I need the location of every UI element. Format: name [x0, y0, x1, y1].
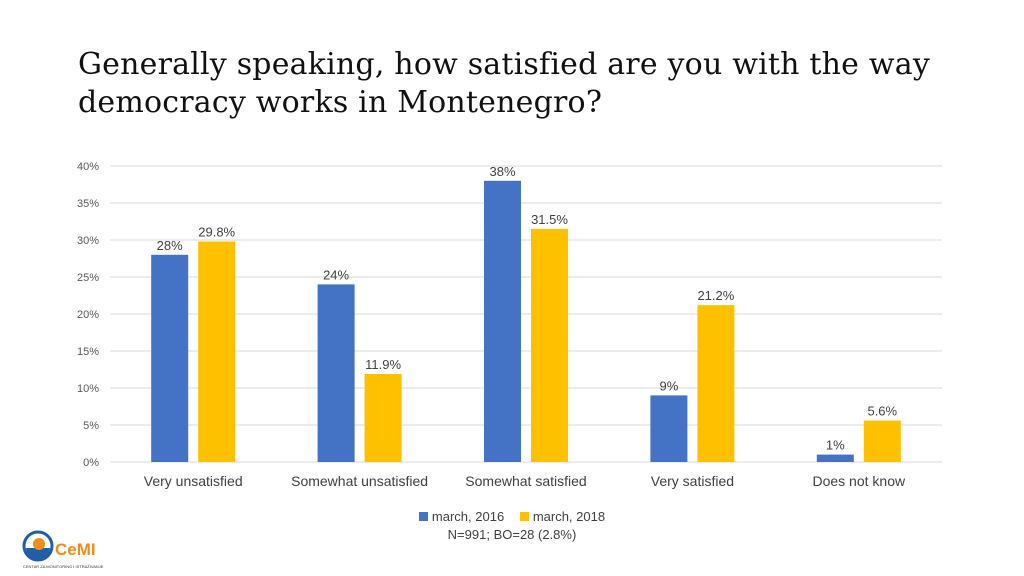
legend-label-2016: march, 2016 [431, 509, 505, 524]
bar-very-satisfied-2016 [650, 395, 688, 462]
cemi-logo-icon: CeMI CENTAR ZA MONITORING I ISTRAŽIVANJE [22, 530, 104, 569]
data-label: 31.5% [531, 212, 568, 227]
bar-somewhat-satisfied-2016 [484, 180, 521, 463]
legend-label-2018: march, 2018 [532, 509, 606, 524]
bar-chart: 0% 5% 10% 15% 20% 25% 30% 35% 40% 28% 29.8% 24% 11.… [77, 161, 942, 489]
x-category-label: Very satisfied [651, 473, 734, 489]
bar-does-not-know-2016 [816, 454, 854, 462]
data-label: 11.9% [365, 357, 401, 372]
x-category-label: Somewhat unsatisfied [291, 473, 428, 489]
bar-very-satisfied-2018 [697, 305, 735, 462]
y-tick-label: 15% [77, 346, 99, 358]
legend: march, 2016 march, 2018 [0, 509, 1024, 524]
sample-note: N=991; BO=28 (2.8%) [447, 527, 577, 542]
data-label: 9% [660, 378, 679, 393]
data-labels: 28% 29.8% 24% 11.9% 38% 31.5% 9% 21.2% 1% 5.6% [157, 164, 898, 453]
y-tick-label: 5% [83, 420, 99, 432]
y-tick-label: 40% [77, 161, 99, 173]
data-label: 5.6% [867, 404, 897, 419]
x-category-label: Somewhat satisfied [465, 473, 586, 489]
data-label: 38% [489, 164, 515, 179]
x-axis: Very unsatisfied Somewhat unsatisfied Some… [144, 473, 906, 489]
bar-somewhat-satisfied-2018 [531, 228, 568, 462]
y-tick-label: 10% [77, 383, 99, 395]
y-axis: 0% 5% 10% 15% 20% 25% 30% 35% 40% [77, 161, 99, 469]
y-tick-label: 30% [77, 235, 99, 247]
legend-swatch-2016 [418, 512, 428, 522]
legend-item-2018: march, 2018 [519, 509, 606, 524]
bar-somewhat-unsatisfied-2016 [317, 284, 355, 462]
bars [151, 180, 901, 463]
legend-item-2016: march, 2016 [418, 509, 505, 524]
data-label: 24% [323, 267, 349, 282]
gridlines [110, 165, 942, 463]
data-label: 21.2% [697, 288, 734, 303]
y-tick-label: 25% [77, 272, 99, 284]
bar-very-unsatisfied-2018 [198, 241, 236, 462]
logo-name: CeMI [55, 540, 96, 559]
bar-very-unsatisfied-2016 [151, 254, 189, 462]
y-tick-label: 0% [83, 457, 99, 469]
bar-does-not-know-2018 [863, 420, 901, 462]
x-category-label: Very unsatisfied [144, 473, 243, 489]
bar-somewhat-unsatisfied-2018 [364, 373, 402, 462]
data-label: 29.8% [198, 224, 235, 239]
y-tick-label: 20% [77, 309, 99, 321]
y-tick-label: 35% [77, 198, 99, 210]
x-category-label: Does not know [812, 473, 905, 489]
data-label: 28% [157, 238, 183, 253]
data-label: 1% [826, 438, 845, 453]
logo-tagline: CENTAR ZA MONITORING I ISTRAŽIVANJE [23, 564, 104, 569]
legend-swatch-2018 [519, 512, 529, 522]
chart-title: Generally speaking, how satisfied are yo… [78, 47, 930, 120]
